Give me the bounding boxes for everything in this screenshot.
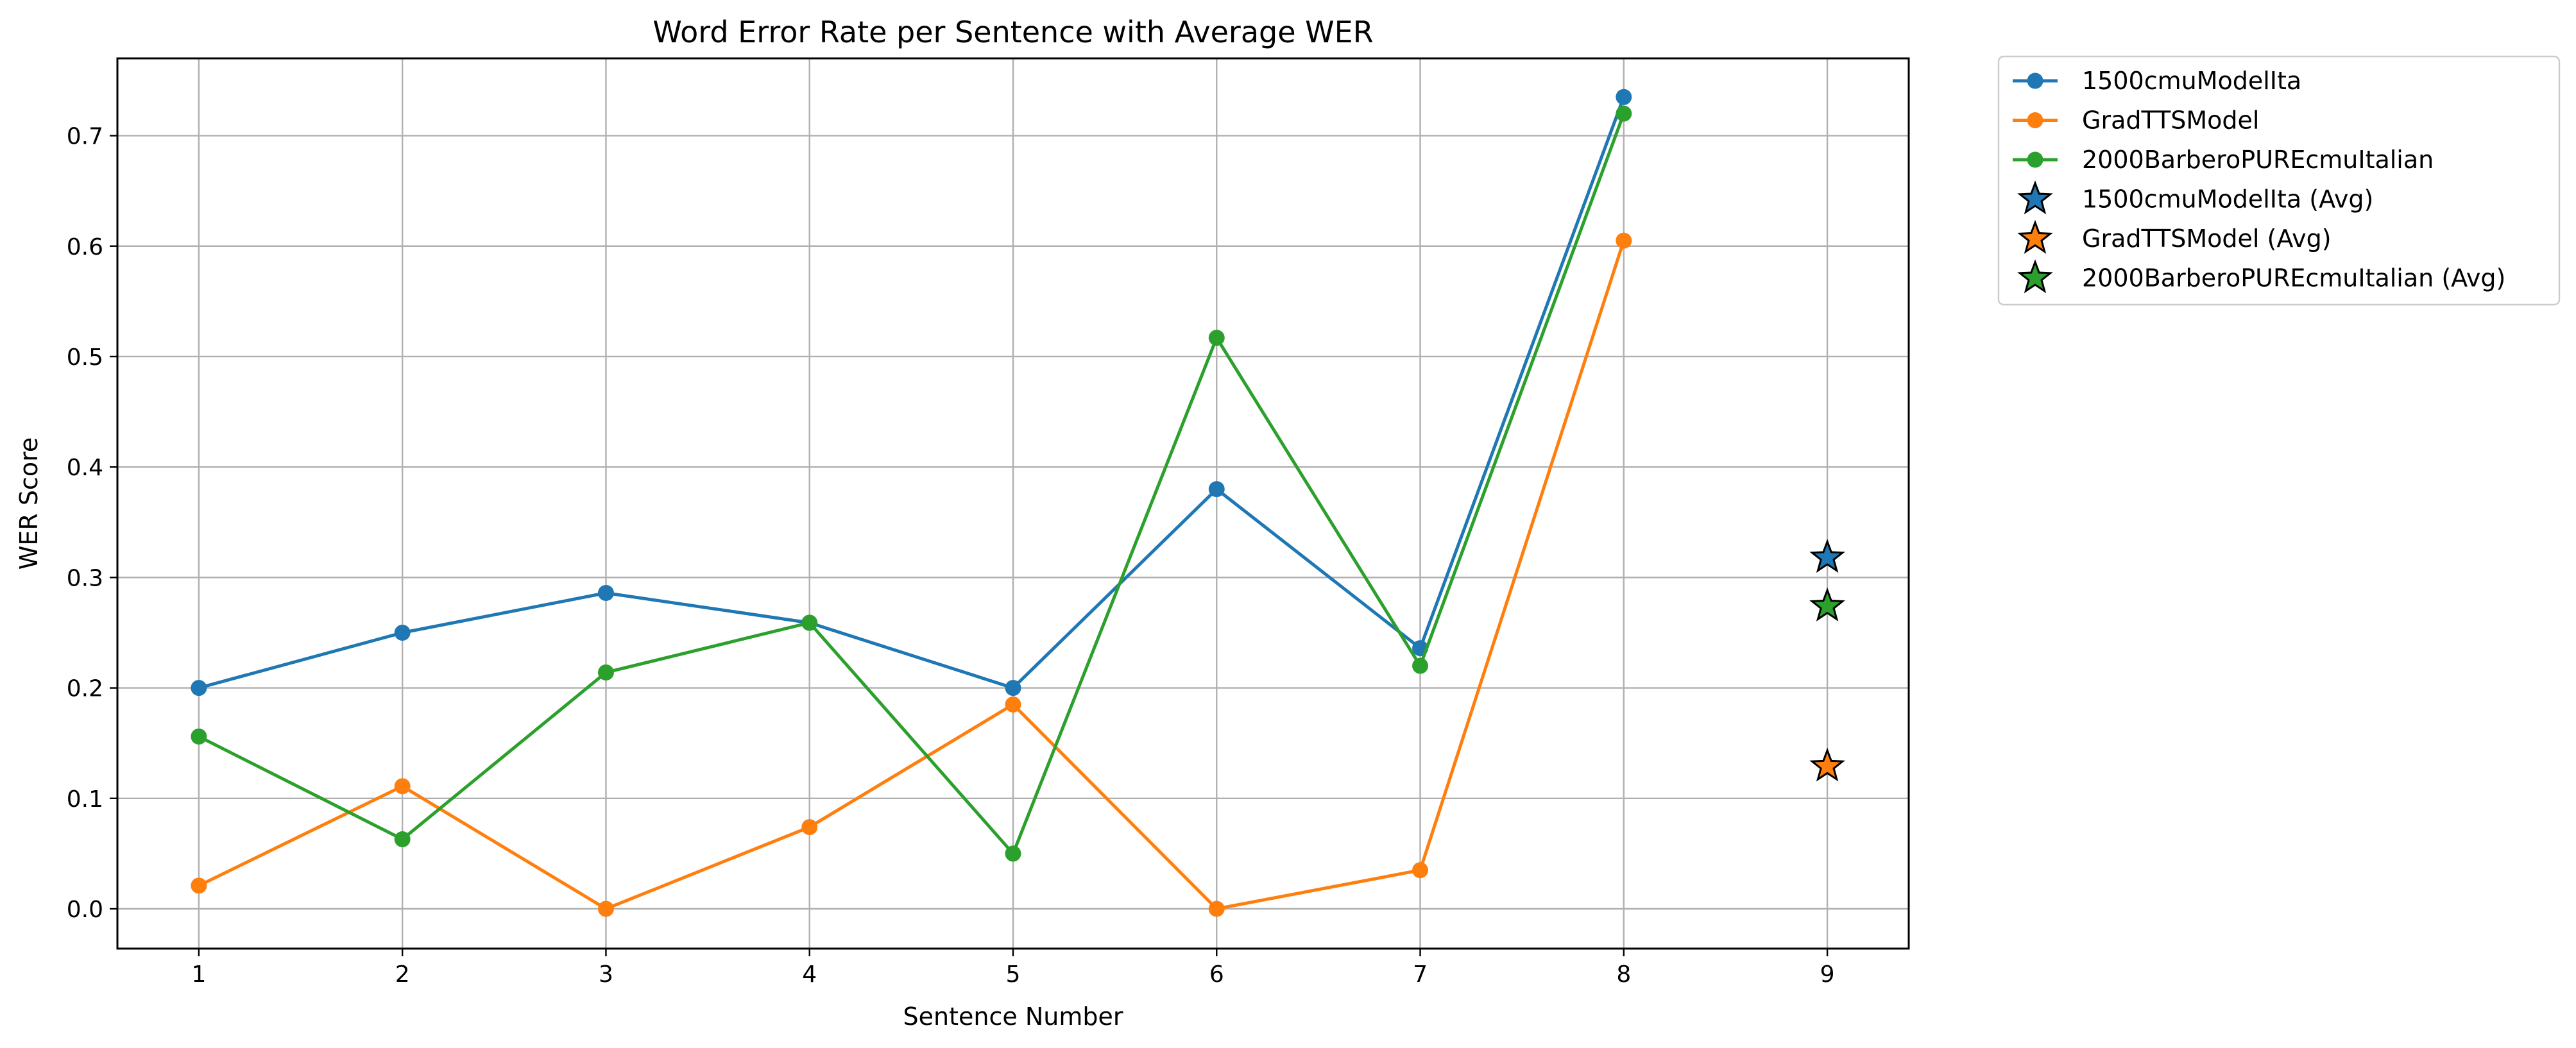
legend-label: 2000BarberoPUREcmuItalian xyxy=(2082,146,2434,174)
legend-box xyxy=(1997,55,2561,306)
data-point-1-0 xyxy=(191,877,207,894)
series-layer xyxy=(191,89,1845,917)
x-tick-label: 6 xyxy=(1209,961,1224,988)
legend-label: GradTTSModel (Avg) xyxy=(2082,224,2332,253)
y-tick-label: 0.5 xyxy=(67,344,103,371)
data-point-1-7 xyxy=(1616,232,1632,249)
y-tick-label: 0.7 xyxy=(67,124,103,150)
data-point-1-1 xyxy=(394,778,411,795)
legend-label: 1500cmuModelIta (Avg) xyxy=(2082,185,2373,214)
data-point-0-1 xyxy=(394,624,411,641)
data-point-0-0 xyxy=(191,680,207,697)
data-point-2-5 xyxy=(1208,330,1225,346)
x-tick-label: 8 xyxy=(1616,961,1631,988)
data-point-1-4 xyxy=(1005,696,1021,713)
legend: 1500cmuModelIta GradTTSModel 2000BarberoPU… xyxy=(1997,55,2561,306)
x-tick-label: 5 xyxy=(1006,961,1021,988)
legend-label: 1500cmuModelIta xyxy=(2082,67,2301,95)
y-tick-label: 0.6 xyxy=(67,234,103,260)
y-tick-label: 0.3 xyxy=(67,565,103,591)
data-point-2-7 xyxy=(1616,105,1632,122)
y-tick-label: 0.1 xyxy=(67,786,103,813)
data-point-2-0 xyxy=(191,728,207,745)
x-tick-label: 1 xyxy=(191,961,206,988)
x-tick-label: 4 xyxy=(802,961,817,988)
y-tick-label: 0.4 xyxy=(67,455,103,481)
x-tick-label: 7 xyxy=(1413,961,1428,988)
data-point-0-5 xyxy=(1208,481,1225,498)
average-star-2 xyxy=(1809,587,1845,621)
legend-marker xyxy=(2027,151,2043,168)
legend-marker xyxy=(2027,112,2043,128)
y-axis-label: WER Score xyxy=(15,437,43,570)
data-point-1-6 xyxy=(1412,862,1429,879)
x-tick-label: 2 xyxy=(395,961,410,988)
data-point-2-1 xyxy=(394,831,411,848)
axis-ticks: 1 2 3 4 5 6 7 8 9 0.0 0.1 0.2 0.3 0.4 0.5 0.6 0.7 xyxy=(67,124,1835,988)
series-line-0 xyxy=(198,96,1626,690)
chart-title: Word Error Rate per Sentence with Averag… xyxy=(653,15,1373,49)
y-tick-label: 0.0 xyxy=(67,897,103,923)
legend-star-swatch xyxy=(2017,219,2053,254)
data-point-2-2 xyxy=(597,664,614,680)
series-line-2 xyxy=(198,113,1626,856)
legend-marker xyxy=(2027,72,2043,89)
y-tick-label: 0.2 xyxy=(67,676,103,702)
legend-label: GradTTSModel xyxy=(2082,106,2259,135)
data-point-0-7 xyxy=(1616,89,1632,105)
average-star-1 xyxy=(1809,747,1845,782)
x-tick-label: 3 xyxy=(599,961,613,988)
data-point-1-3 xyxy=(801,819,818,836)
x-tick-label: 9 xyxy=(1820,961,1835,988)
data-point-1-5 xyxy=(1208,900,1225,917)
x-axis-label: Sentence Number xyxy=(903,1002,1123,1031)
legend-star-swatch xyxy=(2017,180,2053,215)
series-line-1 xyxy=(198,240,1626,911)
average-star-0 xyxy=(1809,539,1845,573)
data-point-2-3 xyxy=(801,614,818,631)
legend-star-swatch xyxy=(2017,259,2053,294)
data-point-1-2 xyxy=(597,900,614,917)
legend-label: 2000BarberoPUREcmuItalian (Avg) xyxy=(2082,264,2505,292)
grid xyxy=(117,58,1909,949)
data-point-0-4 xyxy=(1005,680,1021,697)
data-point-2-4 xyxy=(1005,845,1021,862)
data-point-0-2 xyxy=(597,584,614,601)
data-point-2-6 xyxy=(1412,657,1429,674)
